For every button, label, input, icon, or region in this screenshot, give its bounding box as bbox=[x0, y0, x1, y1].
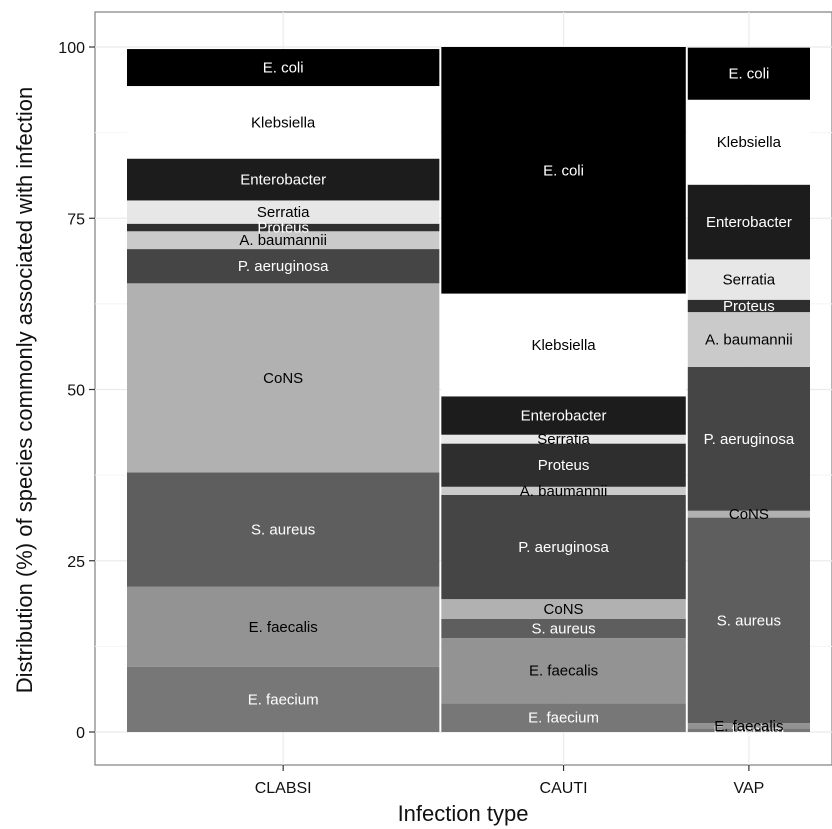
segment-label-clabsi-enterobacter: Enterobacter bbox=[240, 172, 326, 189]
segment-label-clabsi-e-coli: E. coli bbox=[263, 60, 304, 77]
bar-segment-cauti-e-coli bbox=[441, 47, 686, 294]
bar-segment-clabsi-e-faecium bbox=[127, 666, 440, 732]
bar-segment-cauti-cons bbox=[441, 599, 686, 619]
bar-segment-clabsi-s-aureus bbox=[127, 472, 440, 587]
y-axis-title: Distribution (%) of species commonly ass… bbox=[12, 87, 37, 693]
bar-segment-clabsi-enterobacter bbox=[127, 158, 440, 201]
segment-label-vap-e-faecalis: E. faecalis bbox=[714, 718, 783, 735]
bar-segment-clabsi-p-aeruginosa bbox=[127, 249, 440, 284]
bar-segment-clabsi-serratia bbox=[127, 200, 440, 224]
bar-segment-vap-e-faecalis bbox=[687, 723, 810, 729]
segment-label-vap-e-faecium: E. faecium bbox=[713, 722, 784, 739]
bar-segments bbox=[127, 47, 810, 732]
bar-segment-vap-klebsiella bbox=[687, 99, 810, 185]
y-tick-label: 100 bbox=[58, 40, 85, 57]
y-tick-label: 75 bbox=[67, 211, 85, 228]
segment-label-vap-e-coli: E. coli bbox=[728, 66, 769, 83]
segment-label-cauti-p-aeruginosa: P. aeruginosa bbox=[518, 539, 609, 556]
segment-label-cauti-a-baumannii: A. baumannii bbox=[520, 483, 608, 500]
segment-label-cauti-e-coli: E. coli bbox=[543, 162, 584, 179]
segment-label-clabsi-e-faecium: E. faecium bbox=[248, 691, 319, 708]
bar-segment-vap-p-aeruginosa bbox=[687, 366, 810, 511]
y-tick-label: 50 bbox=[67, 383, 85, 400]
segment-label-clabsi-proteus: Proteus bbox=[257, 219, 309, 236]
segment-label-cauti-e-faecalis: E. faecalis bbox=[529, 663, 598, 680]
segment-label-clabsi-e-faecalis: E. faecalis bbox=[249, 619, 318, 636]
segment-label-clabsi-klebsiella: Klebsiella bbox=[251, 114, 316, 131]
segment-label-vap-klebsiella: Klebsiella bbox=[717, 134, 782, 151]
segment-label-clabsi-a-baumannii: A. baumannii bbox=[239, 232, 327, 249]
x-tick-label-vap: VAP bbox=[733, 780, 764, 797]
axes: 0 25 50 75 100 CLABSI CAUTI VAP bbox=[58, 40, 764, 797]
bar-segment-clabsi-proteus bbox=[127, 223, 440, 232]
segment-label-clabsi-serratia: Serratia bbox=[257, 204, 310, 221]
segment-label-vap-proteus: Proteus bbox=[723, 298, 775, 315]
bar-segment-cauti-klebsiella bbox=[441, 293, 686, 397]
bar-segment-cauti-e-faecium bbox=[441, 703, 686, 732]
segment-label-clabsi-p-aeruginosa: P. aeruginosa bbox=[238, 258, 329, 275]
segment-label-cauti-enterobacter: Enterobacter bbox=[521, 408, 607, 425]
segment-label-vap-enterobacter: Enterobacter bbox=[706, 214, 792, 231]
segment-label-vap-s-aureus: S. aureus bbox=[717, 612, 781, 629]
segment-label-clabsi-s-aureus: S. aureus bbox=[251, 522, 315, 539]
bar-segment-clabsi-e-coli bbox=[127, 49, 440, 87]
bar-segment-clabsi-e-faecalis bbox=[127, 586, 440, 667]
y-tick-label: 0 bbox=[76, 725, 85, 742]
x-tick-label-cauti: CAUTI bbox=[540, 780, 588, 797]
y-tick-label: 25 bbox=[67, 554, 85, 571]
segment-label-vap-cons: CoNS bbox=[729, 506, 769, 523]
bar-segment-clabsi-klebsiella bbox=[127, 86, 440, 159]
x-tick-label-clabsi: CLABSI bbox=[255, 780, 312, 797]
bar-segment-cauti-a-baumannii bbox=[441, 486, 686, 495]
bar-segment-cauti-proteus bbox=[441, 443, 686, 487]
bar-segment-vap-s-aureus bbox=[687, 517, 810, 724]
segment-label-cauti-cons: CoNS bbox=[544, 601, 584, 618]
bar-segment-vap-e-coli bbox=[687, 47, 810, 100]
segment-label-vap-serratia: Serratia bbox=[723, 272, 776, 289]
bar-segment-cauti-s-aureus bbox=[441, 618, 686, 639]
segment-label-cauti-serratia: Serratia bbox=[537, 431, 590, 448]
bar-segment-cauti-e-faecalis bbox=[441, 638, 686, 704]
segment-label-cauti-proteus: Proteus bbox=[538, 457, 590, 474]
bar-segment-clabsi-a-baumannii bbox=[127, 231, 440, 250]
segment-label-cauti-s-aureus: S. aureus bbox=[531, 621, 595, 638]
bar-segment-vap-cons bbox=[687, 510, 810, 518]
bar-segment-cauti-serratia bbox=[441, 434, 686, 444]
bar-segment-vap-enterobacter bbox=[687, 184, 810, 260]
bar-segment-vap-serratia bbox=[687, 259, 810, 300]
bar-segment-vap-e-faecium bbox=[687, 728, 810, 732]
bar-segment-cauti-p-aeruginosa bbox=[441, 494, 686, 600]
segment-label-clabsi-cons: CoNS bbox=[263, 370, 303, 387]
bar-segment-vap-proteus bbox=[687, 299, 810, 313]
bar-segment-cauti-enterobacter bbox=[441, 396, 686, 435]
segment-label-cauti-klebsiella: Klebsiella bbox=[531, 337, 596, 354]
bar-segment-clabsi-cons bbox=[127, 283, 440, 473]
segment-label-vap-a-baumannii: A. baumannii bbox=[705, 331, 793, 348]
x-axis-title: Infection type bbox=[398, 801, 529, 826]
segment-label-cauti-e-faecium: E. faecium bbox=[528, 710, 599, 727]
segment-label-vap-p-aeruginosa: P. aeruginosa bbox=[704, 431, 795, 448]
bar-segment-vap-a-baumannii bbox=[687, 312, 810, 367]
